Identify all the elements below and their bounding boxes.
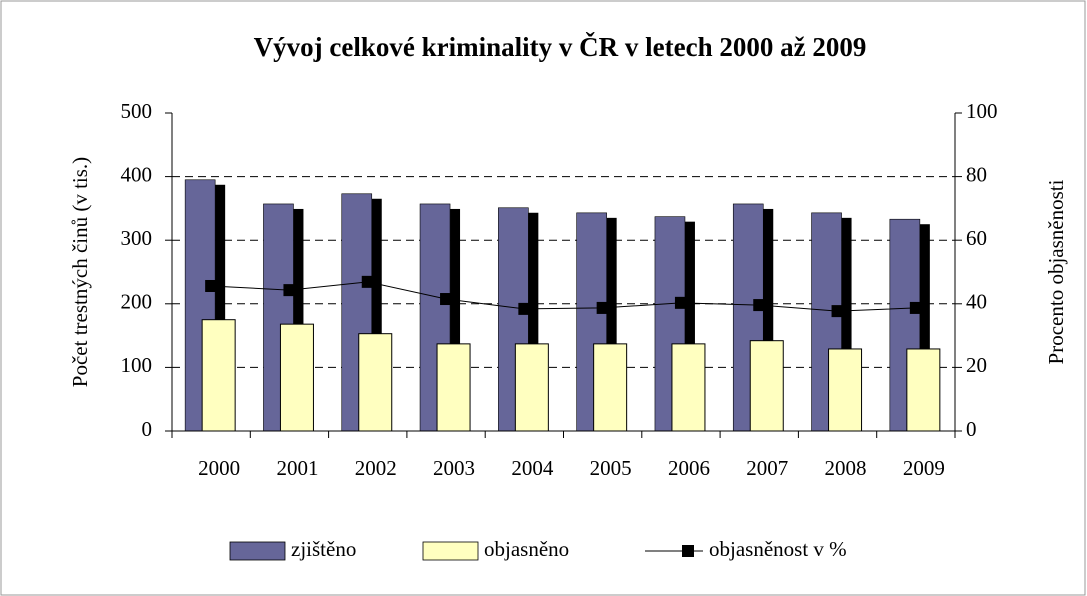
y2-tick-label: 20 xyxy=(966,353,987,377)
chart-title: Vývoj celkové kriminality v ČR v letech … xyxy=(254,32,867,62)
bar xyxy=(828,348,863,432)
line-marker xyxy=(361,275,374,288)
x-tick-label: 2003 xyxy=(433,456,475,480)
bar-shadow xyxy=(450,208,461,431)
line-marker xyxy=(440,293,453,306)
legend-swatch xyxy=(229,541,286,561)
x-tick-label: 2008 xyxy=(825,456,867,480)
bar-shadow xyxy=(215,184,226,431)
legend-label: zjištěno xyxy=(291,537,356,561)
y2-tick-label: 80 xyxy=(966,162,987,186)
bar-shadow xyxy=(293,208,304,431)
line xyxy=(211,281,916,312)
bar xyxy=(906,348,941,432)
x-tick-label: 2006 xyxy=(668,456,710,480)
bar xyxy=(749,340,784,432)
bar-shadow xyxy=(919,224,930,431)
bar xyxy=(671,343,706,432)
x-tick-label: 2001 xyxy=(276,456,318,480)
y-tick-label: 300 xyxy=(121,226,153,250)
bar xyxy=(593,343,628,432)
bar-shadow xyxy=(841,217,852,431)
x-tick-label: 2005 xyxy=(590,456,632,480)
y2-tick-label: 60 xyxy=(966,226,987,250)
bar-shadow xyxy=(528,212,539,431)
bar-shadow xyxy=(371,198,382,431)
y2-axis-label: Procento objasněnosti xyxy=(1044,179,1068,364)
legend-label: objasněno xyxy=(484,537,569,561)
bar xyxy=(358,333,393,432)
bar-shadow xyxy=(763,208,774,431)
legend-label: objasněnost v % xyxy=(709,537,847,561)
y-tick-label: 500 xyxy=(121,99,153,123)
y-tick-label: 100 xyxy=(121,353,153,377)
y-axis-label: Počet trestných činů (v tis.) xyxy=(68,157,92,387)
x-tick-label: 2004 xyxy=(511,456,554,480)
bar xyxy=(279,323,314,432)
x-tick-label: 2000 xyxy=(198,456,240,480)
y-tick-label: 200 xyxy=(121,290,153,314)
line-marker xyxy=(205,279,218,292)
y2-tick-label: 40 xyxy=(966,290,987,314)
bar-shadow xyxy=(684,221,695,431)
x-tick-label: 2009 xyxy=(903,456,945,480)
y2-tick-label: 0 xyxy=(966,417,977,441)
line-marker xyxy=(674,296,687,309)
line-marker xyxy=(283,284,296,297)
legend-swatch xyxy=(422,541,479,561)
y2-tick-label: 100 xyxy=(966,99,998,123)
line-marker xyxy=(753,299,766,312)
bar xyxy=(201,319,236,432)
bar-shadow xyxy=(606,217,617,431)
line-marker xyxy=(596,301,609,314)
y-tick-label: 0 xyxy=(142,417,153,441)
x-tick-label: 2002 xyxy=(355,456,397,480)
x-tick-label: 2007 xyxy=(746,456,788,480)
bar xyxy=(436,343,471,432)
line-marker xyxy=(831,305,844,318)
line-marker xyxy=(518,302,531,315)
line-marker xyxy=(909,301,922,314)
y-tick-label: 400 xyxy=(121,162,153,186)
legend-marker xyxy=(682,545,694,557)
bar xyxy=(514,343,549,432)
